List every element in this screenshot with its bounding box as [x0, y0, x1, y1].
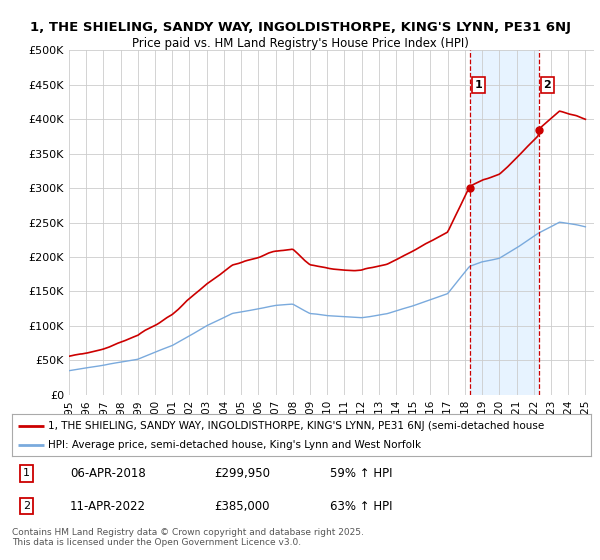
Text: 1, THE SHIELING, SANDY WAY, INGOLDISTHORPE, KING'S LYNN, PE31 6NJ: 1, THE SHIELING, SANDY WAY, INGOLDISTHOR…	[29, 21, 571, 34]
Text: 63% ↑ HPI: 63% ↑ HPI	[331, 500, 393, 512]
Text: £385,000: £385,000	[215, 500, 270, 512]
Bar	[470, 50, 539, 395]
Text: Price paid vs. HM Land Registry's House Price Index (HPI): Price paid vs. HM Land Registry's House …	[131, 37, 469, 50]
Text: 2: 2	[23, 501, 30, 511]
Text: 1, THE SHIELING, SANDY WAY, INGOLDISTHORPE, KING'S LYNN, PE31 6NJ (semi-detached: 1, THE SHIELING, SANDY WAY, INGOLDISTHOR…	[49, 421, 545, 431]
Text: 2: 2	[544, 80, 551, 90]
Text: 1: 1	[474, 80, 482, 90]
Text: HPI: Average price, semi-detached house, King's Lynn and West Norfolk: HPI: Average price, semi-detached house,…	[49, 440, 422, 450]
Text: 59% ↑ HPI: 59% ↑ HPI	[331, 467, 393, 480]
Text: 06-APR-2018: 06-APR-2018	[70, 467, 146, 480]
Text: Contains HM Land Registry data © Crown copyright and database right 2025.
This d: Contains HM Land Registry data © Crown c…	[12, 528, 364, 547]
Text: 1: 1	[23, 468, 30, 478]
Text: £299,950: £299,950	[215, 467, 271, 480]
Text: 11-APR-2022: 11-APR-2022	[70, 500, 146, 512]
